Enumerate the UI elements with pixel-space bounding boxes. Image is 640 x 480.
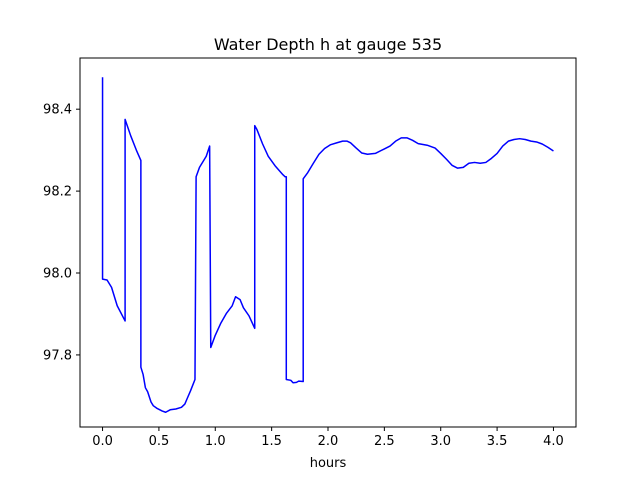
x-tick-label: 4.0 <box>543 434 564 449</box>
x-axis-label: hours <box>310 456 347 471</box>
x-axis: 0.0 0.5 1.0 1.5 2.0 2.5 3.0 3.5 4.0 <box>92 427 564 449</box>
x-tick-label: 3.0 <box>430 434 451 449</box>
y-tick-label: 98.2 <box>43 185 72 200</box>
x-tick-label: 3.5 <box>487 434 508 449</box>
x-tick-label: 2.0 <box>318 434 339 449</box>
y-axis: 97.8 98.0 98.2 98.4 <box>43 103 80 363</box>
y-tick-label: 97.8 <box>43 348 72 363</box>
plot-frame <box>79 57 577 428</box>
y-tick-label: 98.4 <box>43 103 72 118</box>
chart-title: Water Depth h at gauge 535 <box>214 35 442 54</box>
x-tick-label: 1.0 <box>205 434 226 449</box>
x-tick-label: 2.5 <box>374 434 395 449</box>
x-tick-label: 1.5 <box>261 434 282 449</box>
plot-area <box>80 58 576 427</box>
y-tick-label: 98.0 <box>43 267 72 282</box>
x-tick-label: 0.0 <box>92 434 113 449</box>
series-line-0 <box>101 77 554 414</box>
x-tick-label: 0.5 <box>149 434 170 449</box>
data-series-group <box>101 77 554 414</box>
